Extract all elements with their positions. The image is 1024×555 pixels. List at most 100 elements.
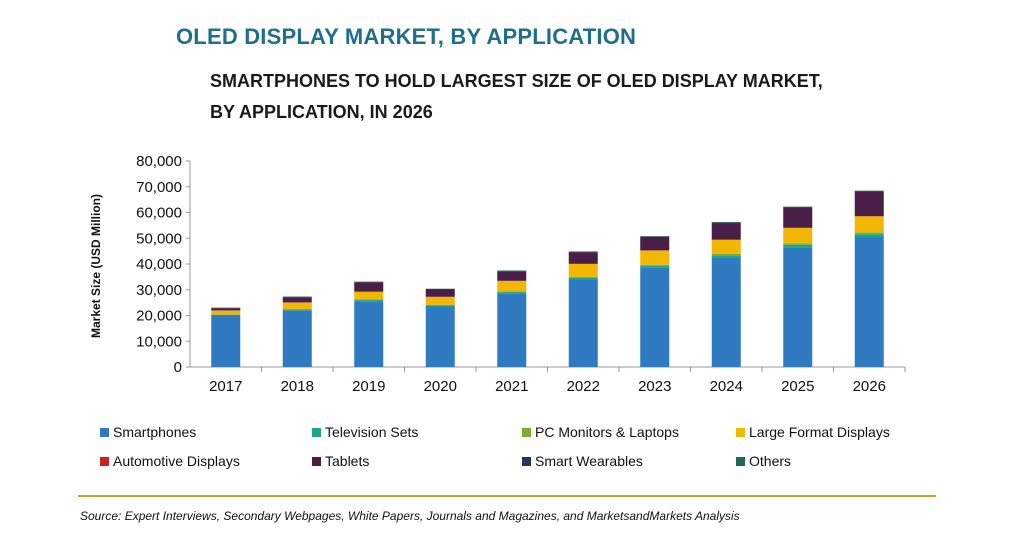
bar-segment — [640, 250, 670, 265]
legend-label: Television Sets — [325, 424, 419, 440]
x-tick-label: 2024 — [710, 378, 743, 395]
bar-segment — [282, 310, 312, 367]
legend-item: Television Sets — [312, 424, 418, 440]
bar-segment — [497, 270, 527, 272]
bar-segment — [711, 223, 741, 240]
bar-segment — [783, 207, 813, 228]
legend-label: Automotive Displays — [113, 453, 240, 469]
bar-segment — [854, 216, 884, 233]
legend-item: Others — [736, 453, 791, 469]
bar-segment — [568, 279, 598, 367]
bar-segment — [783, 243, 813, 245]
bar-segment — [568, 264, 598, 277]
bar-segment — [568, 252, 598, 264]
legend-swatch — [736, 427, 745, 437]
bar-segment — [568, 251, 598, 253]
x-tick-label: 2023 — [638, 378, 671, 395]
x-tick-label: 2020 — [424, 378, 457, 395]
bar-segment — [354, 291, 384, 300]
legend-label: PC Monitors & Laptops — [535, 424, 679, 440]
x-tick-label: 2017 — [209, 378, 242, 395]
legend-label: Others — [749, 453, 792, 469]
bar-segment — [354, 300, 384, 302]
bar-segment — [854, 191, 884, 217]
bar-segment — [497, 291, 527, 293]
legend-swatch — [522, 456, 531, 466]
bar-segment — [568, 276, 598, 278]
subtitle-line-1: SMARTPHONES TO HOLD LARGEST SIZE OF OLED… — [210, 71, 823, 91]
legend-swatch — [312, 456, 321, 466]
subtitle-line-2: BY APPLICATION, IN 2026 — [210, 102, 433, 122]
bar-segment — [854, 232, 884, 235]
legend-label: Smartphones — [113, 424, 197, 440]
bar-segment — [640, 267, 670, 367]
chart-title: OLED DISPLAY MARKET, BY APPLICATION — [176, 24, 637, 49]
bar-segment — [711, 257, 741, 367]
bar-segment — [425, 289, 455, 297]
bar-segment — [425, 304, 455, 306]
bar-segment — [640, 236, 670, 237]
y-tick-label: 40,000 — [136, 256, 182, 273]
x-tick-label: 2019 — [352, 378, 385, 395]
bar-segment — [783, 244, 813, 248]
bar-segment — [211, 315, 241, 367]
bar-segment — [568, 277, 598, 280]
bar-segment — [640, 265, 670, 268]
bar-segment — [854, 236, 884, 367]
bar-segment — [354, 301, 384, 367]
bar-segment — [211, 310, 241, 315]
bar-segment — [211, 314, 241, 316]
bar-segment — [282, 297, 312, 303]
bar-segment — [354, 299, 384, 301]
bar-segment — [711, 239, 741, 254]
bar-segment — [282, 296, 312, 298]
bar-segment — [497, 271, 527, 281]
x-tick-label: 2026 — [853, 378, 886, 395]
bar-segment — [497, 280, 527, 292]
bar-segment — [211, 308, 241, 311]
bar-segment — [425, 306, 455, 367]
stacked-bar-chart: 0 10,000 20,000 30,000 40,000 50,000 60,000 70,… — [89, 153, 906, 395]
bar-segment — [711, 253, 741, 256]
legend-label: Tablets — [325, 453, 370, 469]
y-tick-label: 0 — [174, 359, 182, 376]
bar-segment — [783, 247, 813, 367]
legend-item: PC Monitors & Laptops — [522, 424, 679, 440]
x-tick-label: 2021 — [495, 378, 528, 395]
bar-segment — [425, 288, 455, 290]
bar-segment — [640, 236, 670, 251]
bar-segment — [783, 206, 813, 208]
y-axis-title: Market Size (USD Million) — [89, 194, 103, 338]
legend-label: Large Format Displays — [749, 424, 890, 440]
bar-segment — [354, 282, 384, 292]
bar-segment — [711, 222, 741, 224]
legend-swatch — [522, 427, 531, 437]
bar-segment — [211, 307, 241, 309]
legend-swatch — [736, 456, 745, 466]
bar-segment — [783, 227, 813, 244]
source-note: Source: Expert Interviews, Secondary Web… — [80, 509, 740, 523]
y-tick-label: 50,000 — [136, 230, 182, 247]
y-tick-label: 60,000 — [136, 205, 182, 222]
legend-swatch — [100, 456, 109, 466]
bar-segment — [425, 296, 455, 305]
legend-item: Smartphones — [100, 424, 196, 440]
bar-segment — [854, 190, 884, 192]
y-tick-label: 20,000 — [136, 308, 182, 325]
bar-segment — [354, 281, 384, 283]
x-tick-label: 2025 — [781, 378, 814, 395]
legend-item: Tablets — [312, 453, 369, 469]
bar-segment — [854, 234, 884, 237]
legend-swatch — [312, 427, 321, 437]
bar-segment — [282, 302, 312, 310]
y-tick-label: 80,000 — [136, 153, 182, 170]
legend-swatch — [100, 427, 109, 437]
bar-segment — [282, 309, 312, 311]
legend-item: Smart Wearables — [522, 453, 643, 469]
y-tick-label: 30,000 — [136, 282, 182, 299]
bar-segment — [425, 305, 455, 307]
footer-rule — [78, 495, 936, 497]
legend-item: Large Format Displays — [736, 424, 890, 440]
legend-label: Smart Wearables — [535, 453, 643, 469]
chart-subtitle: SMARTPHONES TO HOLD LARGEST SIZE OF OLED… — [210, 66, 910, 128]
